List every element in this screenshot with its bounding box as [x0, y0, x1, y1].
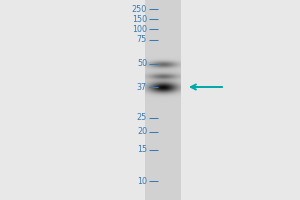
Text: 50: 50 [137, 60, 147, 68]
Text: 75: 75 [137, 36, 147, 45]
Text: 25: 25 [137, 114, 147, 122]
Text: 10: 10 [137, 176, 147, 186]
Text: 150: 150 [132, 15, 147, 23]
Text: 37: 37 [137, 83, 147, 92]
Text: 20: 20 [137, 128, 147, 136]
Text: 15: 15 [137, 146, 147, 154]
Text: 250: 250 [132, 4, 147, 14]
Text: 100: 100 [132, 24, 147, 33]
